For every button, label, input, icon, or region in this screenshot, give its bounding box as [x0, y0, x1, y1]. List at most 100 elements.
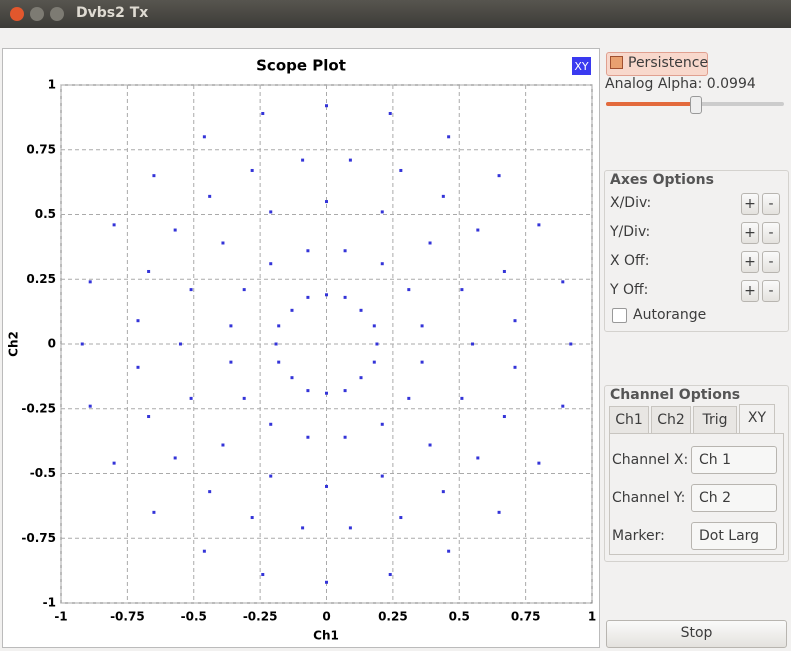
point [152, 174, 156, 178]
point [343, 295, 347, 299]
point [476, 228, 480, 232]
x-tick-label: 0.5 [449, 610, 470, 624]
axes-options-group: Axes Options X/Div: + - Y/Div: + - X Off: + - Y O… [604, 170, 789, 332]
tab[interactable]: Ch1 [609, 406, 649, 434]
axes-row-label: Y/Div: [610, 224, 651, 240]
minus-button[interactable]: - [762, 280, 780, 302]
xy-button-label[interactable]: XY [574, 60, 589, 73]
point [136, 365, 140, 369]
point [561, 280, 565, 284]
point [221, 241, 225, 245]
point [325, 580, 328, 584]
point [441, 490, 445, 494]
stop-label[interactable]: Stop [680, 625, 713, 641]
tab[interactable]: Trig [693, 406, 737, 434]
point [261, 573, 265, 577]
point [372, 324, 376, 328]
x-tick-label: -0.25 [243, 610, 278, 624]
point [277, 360, 281, 364]
plus-button[interactable]: + [741, 193, 759, 215]
point [269, 422, 273, 426]
point [136, 319, 140, 323]
autorange-checkbox[interactable] [612, 308, 627, 323]
alpha-value: 0.0994 [706, 76, 756, 92]
plus-button[interactable]: + [741, 280, 759, 302]
close-button[interactable] [10, 7, 24, 21]
point [420, 324, 424, 328]
point [502, 415, 506, 419]
point [173, 228, 177, 232]
window-title: Dvbs2 Tx [76, 5, 149, 21]
point [537, 461, 541, 465]
y-tick-label: 0.75 [26, 142, 56, 156]
point [569, 342, 573, 346]
slider-handle[interactable] [690, 96, 702, 114]
combo-box[interactable]: Ch 2 [691, 484, 777, 512]
point [380, 474, 384, 478]
point [290, 308, 294, 312]
group-title: Axes Options [610, 172, 714, 188]
point [497, 510, 501, 514]
point [428, 443, 432, 447]
point [202, 549, 206, 553]
alpha-slider[interactable] [606, 96, 784, 114]
axes-row-label: X Off: [610, 253, 650, 269]
point [447, 549, 451, 553]
point [189, 396, 193, 400]
maximize-button[interactable] [50, 7, 64, 21]
point [202, 135, 206, 139]
combo-box[interactable]: Dot Larg [691, 522, 777, 550]
persistence-label[interactable]: Persistence [628, 55, 709, 71]
plus-button[interactable]: + [741, 222, 759, 244]
autorange-label[interactable]: Autorange [633, 307, 707, 323]
point [290, 376, 294, 380]
point [221, 443, 225, 447]
point [229, 324, 233, 328]
y-tick-label: -0.25 [21, 401, 56, 415]
point [399, 168, 403, 172]
tab-page [609, 433, 784, 555]
point [269, 210, 273, 214]
point [88, 280, 92, 284]
point [147, 269, 151, 273]
combo-box[interactable]: Ch 1 [691, 446, 777, 474]
point [380, 210, 384, 214]
point [359, 308, 363, 312]
point [112, 461, 116, 465]
minus-button[interactable]: - [762, 222, 780, 244]
point [306, 295, 310, 299]
point [178, 342, 182, 346]
point [388, 111, 392, 115]
check-box[interactable] [610, 56, 623, 69]
xy-button[interactable] [572, 57, 591, 75]
x-tick-label: 0 [322, 610, 330, 624]
x-tick-label: 0.25 [378, 610, 408, 624]
point [242, 396, 246, 400]
point [513, 319, 517, 323]
point [261, 111, 265, 115]
alpha-label: Analog Alpha: [605, 76, 703, 92]
point [407, 288, 411, 292]
point [380, 422, 384, 426]
point [407, 396, 411, 400]
x-tick-label: -0.5 [181, 610, 207, 624]
persistence-checkbox[interactable]: Persistence [606, 52, 708, 76]
minus-button[interactable]: - [762, 193, 780, 215]
point [301, 526, 305, 530]
point [274, 342, 278, 346]
x-tick-label: 1 [588, 610, 596, 624]
point [269, 474, 273, 478]
point [269, 262, 273, 266]
chart-title: Scope Plot [256, 57, 346, 75]
point [388, 573, 392, 577]
point [325, 484, 328, 488]
point [242, 288, 246, 292]
stop-button[interactable]: Stop [606, 620, 787, 648]
point [306, 435, 310, 439]
minus-button[interactable]: - [762, 251, 780, 273]
plus-button[interactable]: + [741, 251, 759, 273]
minimize-button[interactable] [30, 7, 44, 21]
tab[interactable]: Ch2 [651, 406, 691, 434]
point [476, 456, 480, 460]
tab[interactable]: XY [739, 404, 775, 434]
